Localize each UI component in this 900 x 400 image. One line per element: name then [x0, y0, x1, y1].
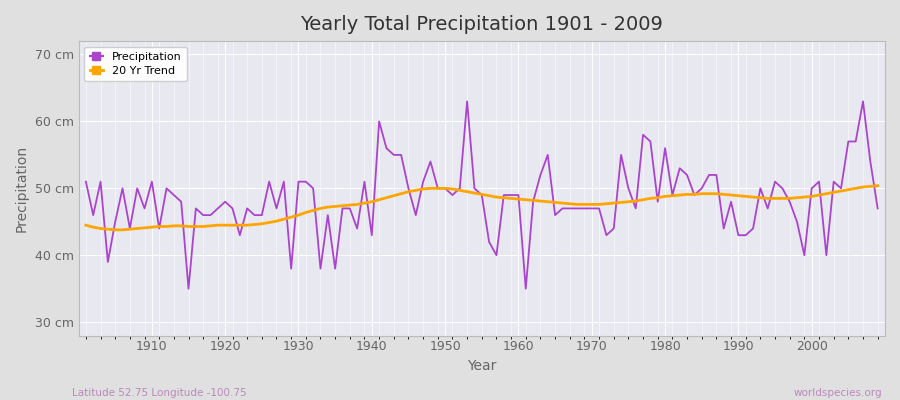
Y-axis label: Precipitation: Precipitation [15, 145, 29, 232]
Title: Yearly Total Precipitation 1901 - 2009: Yearly Total Precipitation 1901 - 2009 [301, 15, 663, 34]
X-axis label: Year: Year [467, 359, 497, 373]
Text: worldspecies.org: worldspecies.org [794, 388, 882, 398]
Text: Latitude 52.75 Longitude -100.75: Latitude 52.75 Longitude -100.75 [72, 388, 247, 398]
Legend: Precipitation, 20 Yr Trend: Precipitation, 20 Yr Trend [84, 47, 187, 81]
